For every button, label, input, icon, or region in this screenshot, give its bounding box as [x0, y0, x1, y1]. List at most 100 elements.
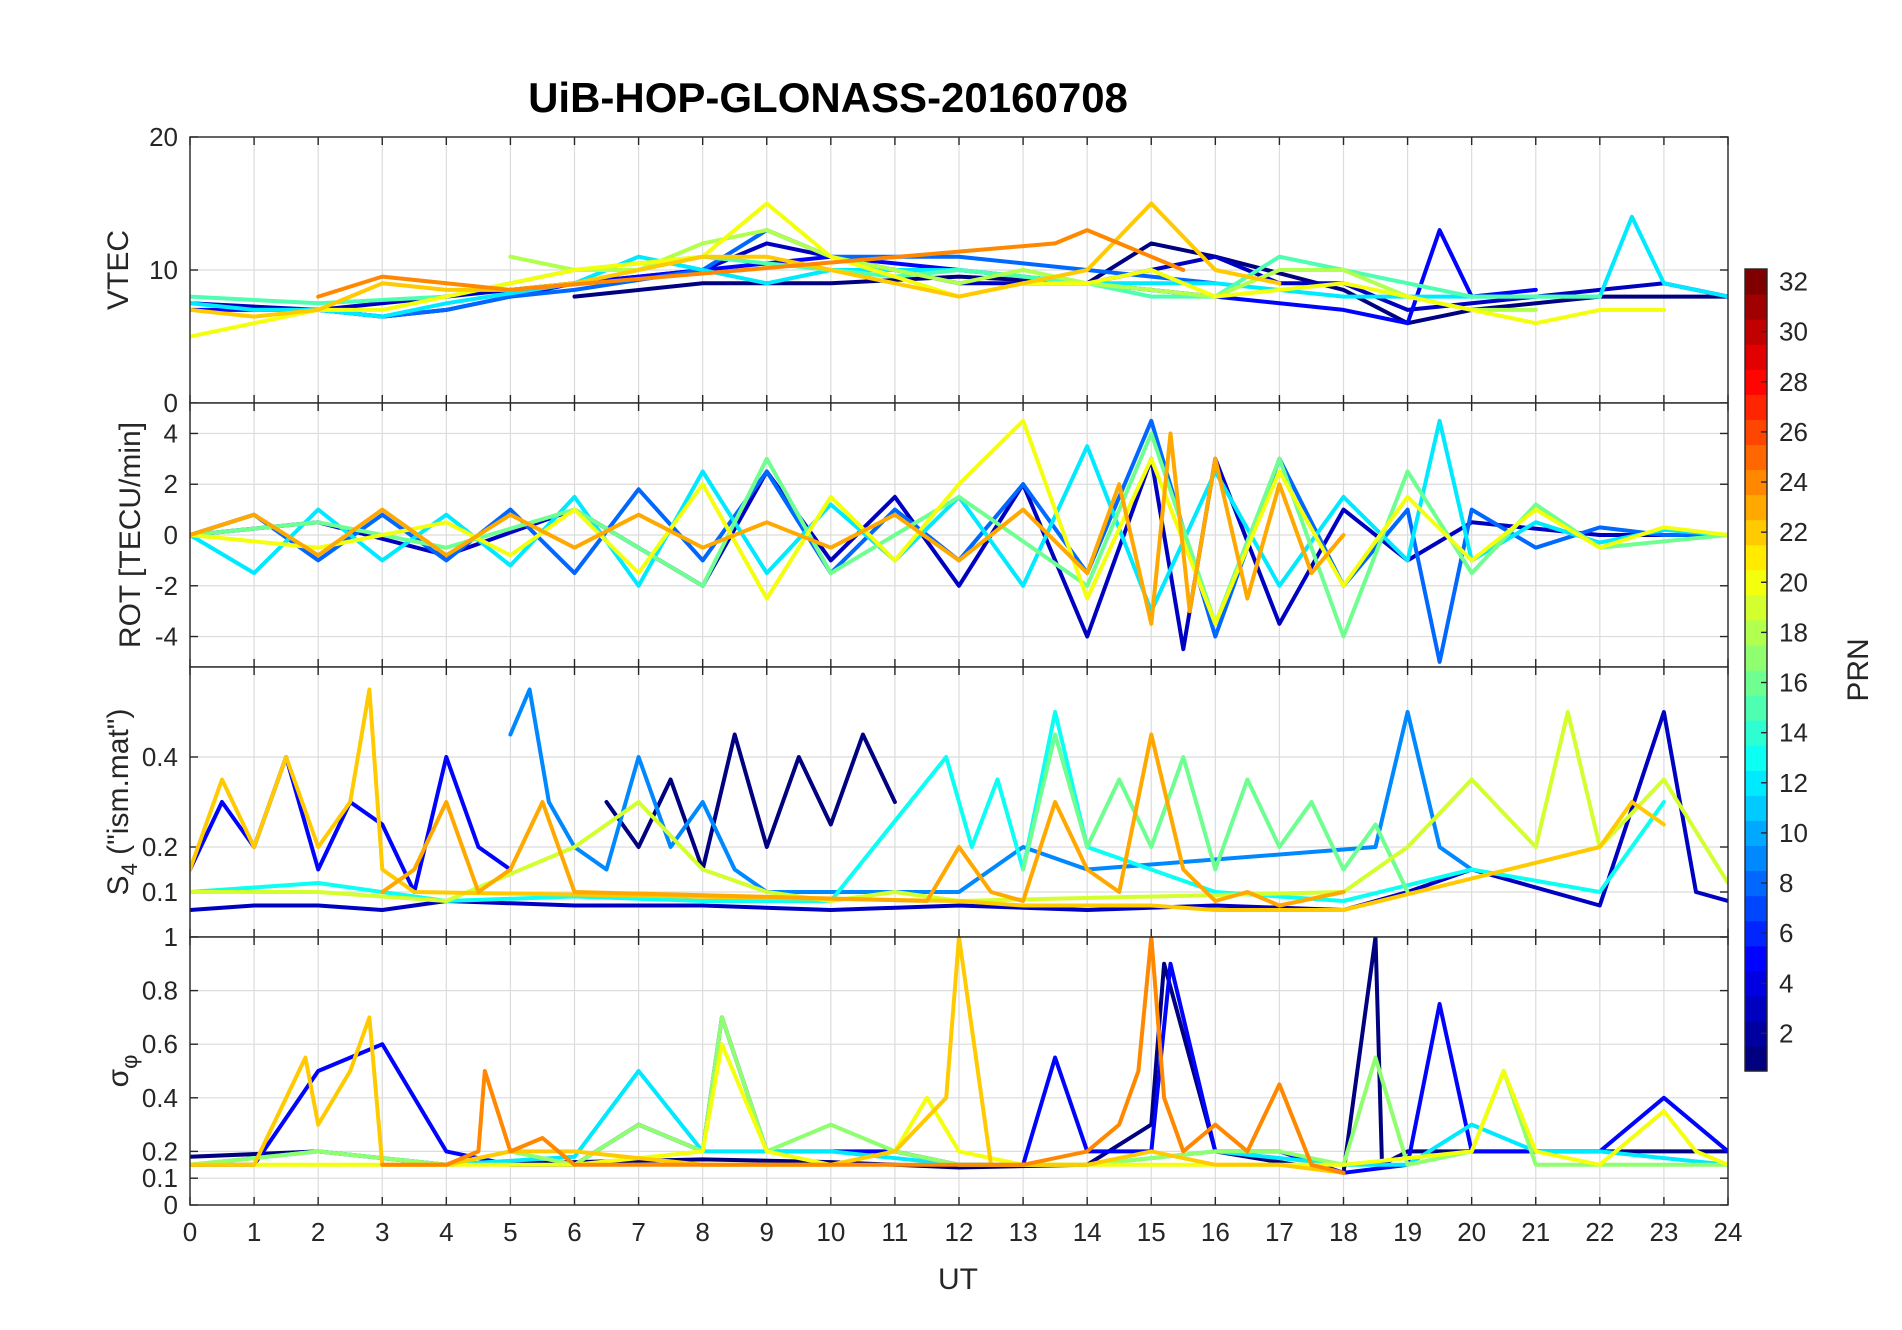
- x-tick-label: 22: [1585, 1217, 1614, 1247]
- y-tick-label: 0.6: [142, 1029, 178, 1059]
- colorbar-swatch: [1745, 695, 1767, 721]
- trace-group: [190, 418, 1728, 664]
- colorbar-tick-label: 20: [1779, 567, 1808, 597]
- x-tick-label: 11: [881, 1217, 908, 1247]
- colorbar-tick-label: 2: [1779, 1018, 1793, 1048]
- colorbar-tick-label: 10: [1779, 818, 1808, 848]
- colorbar-swatch: [1745, 644, 1767, 671]
- panel-frame: [189, 936, 1729, 1206]
- series-line-prn-23: [190, 431, 1346, 626]
- series-line-prn-24: [380, 937, 1346, 1175]
- x-tick-label: 6: [567, 1217, 581, 1247]
- colorbar-swatch: [1745, 770, 1767, 796]
- trace-group: [190, 937, 1728, 1175]
- colorbar-tick-label: 18: [1779, 617, 1808, 647]
- colorbar-tick-label: 16: [1779, 668, 1808, 698]
- x-tick-label: 13: [1009, 1217, 1038, 1247]
- colorbar-swatch: [1745, 294, 1767, 320]
- y-tick-label: 0.1: [142, 877, 178, 907]
- colorbar-tick-label: 26: [1779, 417, 1808, 447]
- x-tick-label: 2: [311, 1217, 325, 1247]
- y-tick-label: -4: [155, 622, 178, 652]
- colorbar-tick-label: 12: [1779, 768, 1808, 798]
- colorbar-swatch: [1745, 920, 1767, 947]
- colorbar-swatch: [1745, 469, 1767, 496]
- y-tick-label: 2: [164, 469, 178, 499]
- x-tick-label: 12: [945, 1217, 974, 1247]
- colorbar-swatch: [1745, 519, 1767, 546]
- x-tick-label: 19: [1393, 1217, 1422, 1247]
- series-line-prn-20: [190, 201, 1666, 339]
- y-tick-label: 0: [164, 388, 178, 418]
- y-tick-label: 0.8: [142, 976, 178, 1006]
- colorbar-tick-label: 14: [1779, 718, 1808, 748]
- x-tick-label: 8: [695, 1217, 709, 1247]
- x-tick-label: 17: [1265, 1217, 1294, 1247]
- y-tick-label: 0: [164, 520, 178, 550]
- y-axis-label: VTEC: [102, 230, 135, 310]
- series-line-prn-1: [190, 937, 1728, 1175]
- colorbar-tick-label: 32: [1779, 267, 1808, 297]
- series-line-prn-22: [190, 201, 1282, 319]
- x-tick-label: 5: [503, 1217, 517, 1247]
- y-tick-label: 0.4: [142, 742, 178, 772]
- series-line-prn-1: [604, 732, 897, 872]
- x-tick-label: 3: [375, 1217, 389, 1247]
- y-tick-label: 0.2: [142, 1136, 178, 1166]
- series-line-prn-20: [190, 418, 1728, 626]
- x-tick-label: 14: [1073, 1217, 1102, 1247]
- colorbar-swatch: [1745, 1020, 1767, 1047]
- y-tick-label: 0.2: [142, 832, 178, 862]
- colorbar-swatch: [1745, 569, 1767, 596]
- panel-2: -4 -2 0 2 4 ROT [TECU/min]: [114, 402, 1729, 668]
- colorbar-tick-label: 24: [1779, 467, 1808, 497]
- series-line-prn-1: [572, 241, 1728, 326]
- colorbar-swatch: [1745, 845, 1767, 872]
- series-line-prn-23: [380, 732, 1346, 908]
- colorbar-swatch: [1745, 1045, 1767, 1072]
- y-tick-label: 0.4: [142, 1083, 178, 1113]
- x-axis-label: UT: [938, 1263, 978, 1296]
- colorbar-swatch: [1745, 369, 1767, 395]
- series-line-prn-22: [190, 687, 1666, 912]
- series-line-prn-19: [190, 710, 1728, 903]
- colorbar-swatch: [1745, 394, 1767, 420]
- colorbar-swatch: [1745, 945, 1767, 972]
- colorbar-swatch: [1745, 720, 1767, 746]
- y-axis-label: S4 ("ism.mat"): [102, 709, 142, 896]
- y-axis-label: σφ: [102, 1055, 142, 1088]
- x-tick-label: 18: [1329, 1217, 1358, 1247]
- x-tick-label: 4: [439, 1217, 453, 1247]
- y-tick-label: 1: [164, 922, 178, 952]
- y-tick-label: -2: [155, 571, 178, 601]
- x-tick-label: 1: [247, 1217, 261, 1247]
- colorbar-swatch: [1745, 745, 1767, 771]
- colorbar-swatch: [1745, 594, 1767, 621]
- x-tick-label: 24: [1714, 1217, 1743, 1247]
- x-tick-label: 9: [760, 1217, 774, 1247]
- colorbar-swatch: [1745, 494, 1767, 521]
- colorbar-swatch: [1745, 619, 1767, 646]
- colorbar-swatch: [1745, 670, 1767, 696]
- x-tick-label: 7: [631, 1217, 645, 1247]
- panel-4: 00.10.2 0.4 0.6 0.8 1 σφ: [102, 922, 1729, 1220]
- x-tick-label: 0: [183, 1217, 197, 1247]
- colorbar-swatch: [1745, 870, 1767, 897]
- y-tick-label: 4: [164, 418, 178, 448]
- colorbar-tick-label: 30: [1779, 317, 1808, 347]
- x-tick-label: 16: [1201, 1217, 1230, 1247]
- colorbar-tick-label: 6: [1779, 918, 1793, 948]
- y-tick-label: 10: [149, 255, 178, 285]
- colorbar-swatch: [1745, 895, 1767, 922]
- panel-1: 0 10 20 VTEC: [102, 122, 1729, 418]
- colorbar-swatch: [1745, 344, 1767, 370]
- series-line-prn-16: [1021, 732, 1410, 894]
- x-tick-label: 23: [1649, 1217, 1678, 1247]
- colorbar-tick-label: 4: [1779, 968, 1793, 998]
- chart-title: UiB-HOP-GLONASS-20160708: [528, 74, 1128, 121]
- colorbar-frame: [1744, 268, 1768, 1072]
- colorbar-tick-label: 8: [1779, 868, 1793, 898]
